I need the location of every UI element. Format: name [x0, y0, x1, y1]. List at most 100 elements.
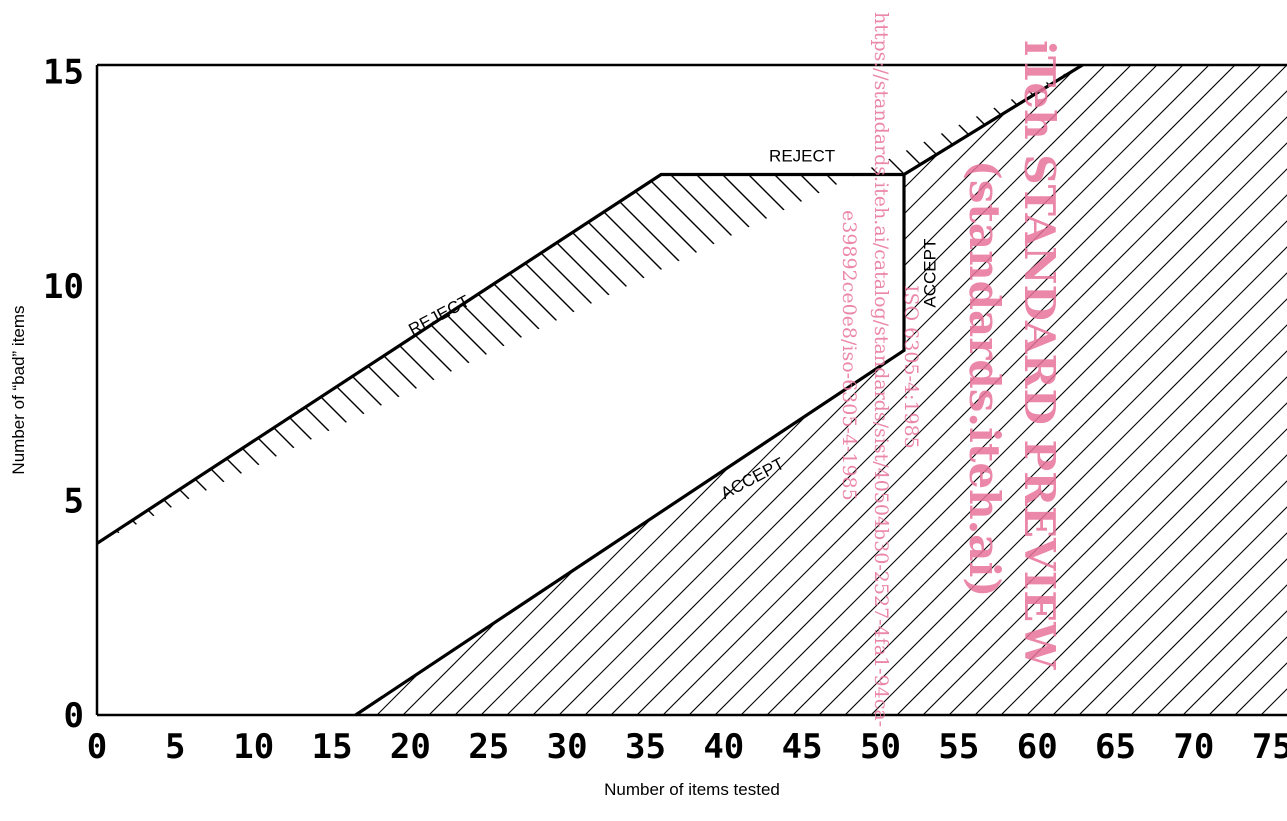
- y-tick-label: 0: [64, 696, 84, 736]
- hatch-line: [417, 65, 1083, 544]
- hatch-line: [355, 65, 573, 715]
- hatch-line: [355, 65, 677, 715]
- hatch-line: [0, 0, 338, 800]
- hatch-line: [525, 65, 1287, 715]
- hatch-line: [551, 65, 1287, 715]
- hatch-line: [0, 0, 208, 800]
- plot-area: [0, 0, 1287, 800]
- hatch-line: [733, 65, 1287, 715]
- watermark-title: iTeh STANDARD PREVIEW: [1015, 40, 1064, 670]
- x-tick-label: 75: [1252, 727, 1287, 767]
- tick-labels: 0 5 10 15 20 25 30 35 40 45 50 55 60 65 70 75 0 5 10 15: [43, 53, 1287, 768]
- hatch-line: [97, 65, 491, 544]
- hatch-line: [681, 65, 1287, 715]
- x-tick-label: 60: [1017, 727, 1058, 767]
- hatch-line: [1276, 0, 1287, 800]
- hatch-line: [355, 65, 365, 715]
- x-tick-label: 10: [233, 727, 274, 767]
- hatch-line: [355, 65, 859, 715]
- x-tick-label: 40: [703, 727, 744, 767]
- hatch-line: [97, 65, 881, 544]
- x-tick-label: 45: [782, 727, 823, 767]
- hatch-line: [97, 65, 283, 544]
- hatch-line: [941, 65, 1287, 715]
- hatch-line: [1071, 65, 1287, 715]
- hatch-line: [355, 65, 417, 715]
- hatch-line: [355, 65, 391, 715]
- hatch-line: [1019, 65, 1287, 715]
- hatch-line: [97, 65, 439, 544]
- hatch-line: [833, 65, 1083, 544]
- hatch-line: [355, 65, 469, 715]
- hatch-line: [97, 65, 361, 544]
- hatch-line: [1123, 65, 1287, 715]
- hatch-line: [0, 0, 286, 800]
- hatch-line: [97, 65, 257, 544]
- region-label: ACCEPT: [920, 239, 939, 308]
- hatch-line: [97, 65, 855, 544]
- y-tick-label: 10: [43, 267, 84, 307]
- hatch-line: [811, 65, 1287, 715]
- hatch-line: [421, 65, 1223, 715]
- region-label: REJECT: [769, 147, 835, 166]
- hatch-line: [603, 65, 1287, 715]
- hatch-line: [355, 65, 521, 715]
- hatch-line: [355, 65, 729, 715]
- hatch-line: [473, 65, 1275, 715]
- hatch-line: [707, 65, 1287, 715]
- hatch-line: [885, 65, 1083, 544]
- hatch-line: [97, 65, 387, 544]
- hatch-line: [355, 65, 781, 715]
- x-tick-label: 15: [312, 727, 353, 767]
- hatch-line: [0, 0, 260, 800]
- accept-boundary-line: [354, 174, 906, 717]
- hatch-line: [577, 65, 1287, 715]
- hatch-line: [599, 65, 1083, 544]
- hatch-line: [1120, 0, 1287, 800]
- x-tick-label: 50: [860, 727, 901, 767]
- hatch-line: [0, 0, 312, 800]
- hatch-line: [1097, 65, 1287, 715]
- hatch-line: [355, 65, 937, 715]
- hatch-line: [915, 65, 1287, 715]
- hatch-line: [97, 65, 465, 544]
- x-tick-label: 35: [625, 727, 666, 767]
- x-axis-title: Number of items tested: [604, 780, 780, 799]
- hatch-line: [0, 0, 234, 800]
- x-tick-label: 25: [468, 727, 509, 767]
- x-tick-label: 5: [165, 727, 185, 767]
- hatch-line: [131, 65, 933, 544]
- hatch-line: [859, 65, 1083, 544]
- hatch-line: [447, 65, 1249, 715]
- hatch-line: [97, 65, 777, 544]
- hatch-line: [355, 65, 599, 715]
- hatch-line: [97, 65, 829, 544]
- y-tick-label: 15: [43, 53, 84, 93]
- hatch-line: [993, 65, 1287, 715]
- x-tick-label: 20: [390, 727, 431, 767]
- hatch-line: [863, 65, 1287, 715]
- hatch-line: [355, 65, 495, 715]
- hatch-line: [355, 65, 625, 715]
- hatch-line: [1224, 0, 1287, 800]
- hatch-line: [355, 65, 755, 715]
- hatch-line: [889, 65, 1287, 715]
- watermark-id: e39892ce0e8/iso-6305-4-1985: [838, 210, 860, 501]
- hatch-line: [391, 65, 1083, 544]
- hatch-line: [785, 65, 1287, 715]
- hatch-line: [355, 65, 911, 715]
- watermark: iTeh STANDARD PREVIEW (standards.iteh.ai…: [838, 12, 1064, 727]
- hatch-line: [1067, 65, 1083, 544]
- hatch-line: [355, 65, 833, 715]
- hatch-line: [97, 65, 335, 544]
- hatch-line: [1041, 65, 1083, 544]
- x-tick-label: 0: [87, 727, 107, 767]
- hatch-line: [97, 65, 543, 544]
- hatch-line: [1250, 0, 1287, 800]
- hatch-line: [655, 65, 1287, 715]
- hatch-line: [837, 65, 1287, 715]
- hatch-line: [1146, 0, 1287, 800]
- reject-boundary-line: [97, 65, 1086, 545]
- x-tick-label: 55: [938, 727, 979, 767]
- hatch-line: [97, 65, 309, 544]
